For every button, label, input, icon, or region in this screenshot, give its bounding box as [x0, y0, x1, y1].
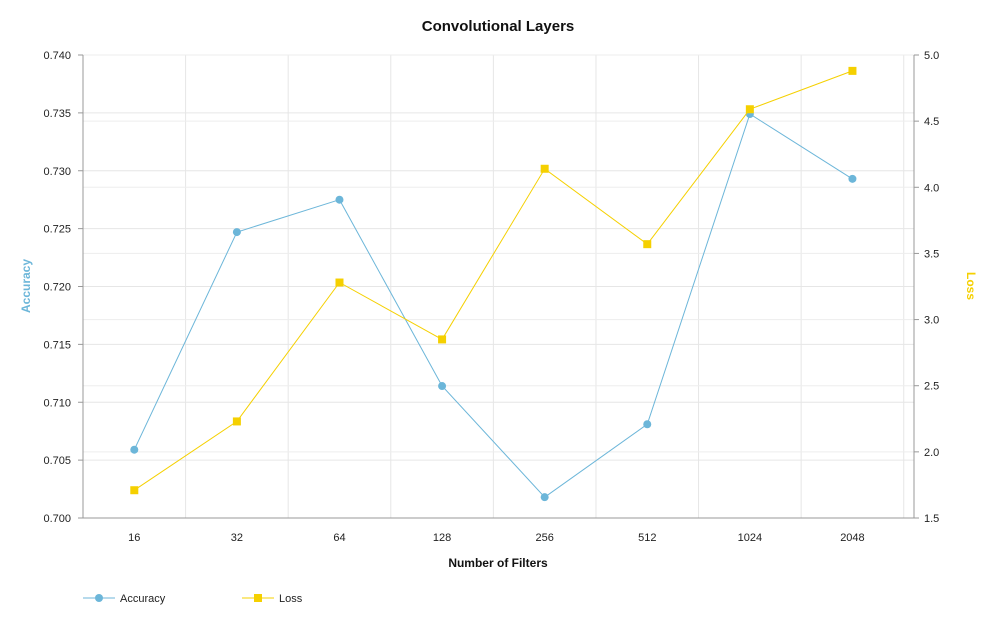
- series-accuracy: [130, 110, 857, 502]
- data-point-loss: [232, 417, 241, 426]
- data-point-loss: [130, 486, 139, 495]
- y-axis-left-tick-label: 0.700: [43, 513, 71, 525]
- data-point-accuracy: [232, 228, 241, 237]
- x-axis-tick-label: 32: [231, 532, 243, 544]
- legend-label: Loss: [279, 593, 303, 605]
- y-axis-left-tick-label: 0.725: [43, 224, 71, 236]
- legend-swatch-marker: [95, 594, 103, 602]
- y-axis-left-tick-label: 0.715: [43, 339, 71, 351]
- data-point-loss: [438, 335, 447, 344]
- series-line-accuracy: [133, 113, 853, 498]
- data-point-accuracy: [438, 382, 447, 391]
- x-axis-tick-label: 256: [535, 532, 553, 544]
- legend-item-loss: Loss: [242, 593, 303, 605]
- y-axis-left-tick-label: 0.710: [43, 397, 71, 409]
- x-axis-tick-label: 64: [333, 532, 345, 544]
- axes: 0.700 0.705 0.710 0.715 0.720 0.725 0.730 0.735…: [43, 50, 939, 544]
- data-point-loss: [745, 105, 754, 114]
- y-axis-left-title: Accuracy: [19, 259, 33, 313]
- y-axis-left-tick-label: 0.730: [43, 166, 71, 178]
- x-axis-tick-label: 2048: [840, 532, 864, 544]
- data-point-accuracy: [643, 420, 652, 429]
- data-point-accuracy: [130, 445, 139, 454]
- data-point-accuracy: [335, 195, 344, 204]
- legend-item-accuracy: Accuracy: [83, 593, 166, 605]
- y-axis-right-tick-label: 2.0: [924, 447, 939, 459]
- y-axis-right-title: Loss: [964, 272, 978, 300]
- chart-title: Convolutional Layers: [422, 18, 575, 35]
- y-axis-left-tick-label: 0.735: [43, 108, 71, 120]
- y-axis-left-tick-label: 0.720: [43, 282, 71, 294]
- x-axis-tick-label: 128: [433, 532, 451, 544]
- y-axis-right-tick-label: 3.5: [924, 248, 939, 260]
- y-axis-right-tick-label: 1.5: [924, 513, 939, 525]
- x-axis-tick-label: 1024: [738, 532, 762, 544]
- y-axis-right-tick-label: 5.0: [924, 50, 939, 62]
- series-layer: [130, 66, 857, 502]
- y-axis-right-tick-label: 4.5: [924, 116, 939, 128]
- legend-label: Accuracy: [120, 593, 166, 605]
- x-axis-title: Number of Filters: [448, 556, 548, 570]
- data-point-loss: [335, 278, 344, 287]
- data-point-loss: [643, 240, 652, 249]
- y-axis-left-tick-label: 0.740: [43, 50, 71, 62]
- x-axis-tick-label: 16: [128, 532, 140, 544]
- y-axis-left-tick-label: 0.705: [43, 455, 71, 467]
- y-axis-right-tick-label: 3.0: [924, 315, 939, 327]
- data-point-loss: [540, 164, 549, 173]
- legend: Accuracy Loss: [83, 593, 303, 605]
- x-axis-tick-label: 512: [638, 532, 656, 544]
- series-line-loss: [134, 70, 853, 491]
- series-loss: [130, 66, 857, 495]
- grid: [83, 54, 914, 519]
- data-point-loss: [848, 66, 857, 75]
- data-point-accuracy: [848, 174, 857, 183]
- y-axis-right-tick-label: 2.5: [924, 381, 939, 393]
- data-point-accuracy: [540, 493, 549, 502]
- legend-swatch-marker: [254, 594, 262, 602]
- y-axis-right-tick-label: 4.0: [924, 182, 939, 194]
